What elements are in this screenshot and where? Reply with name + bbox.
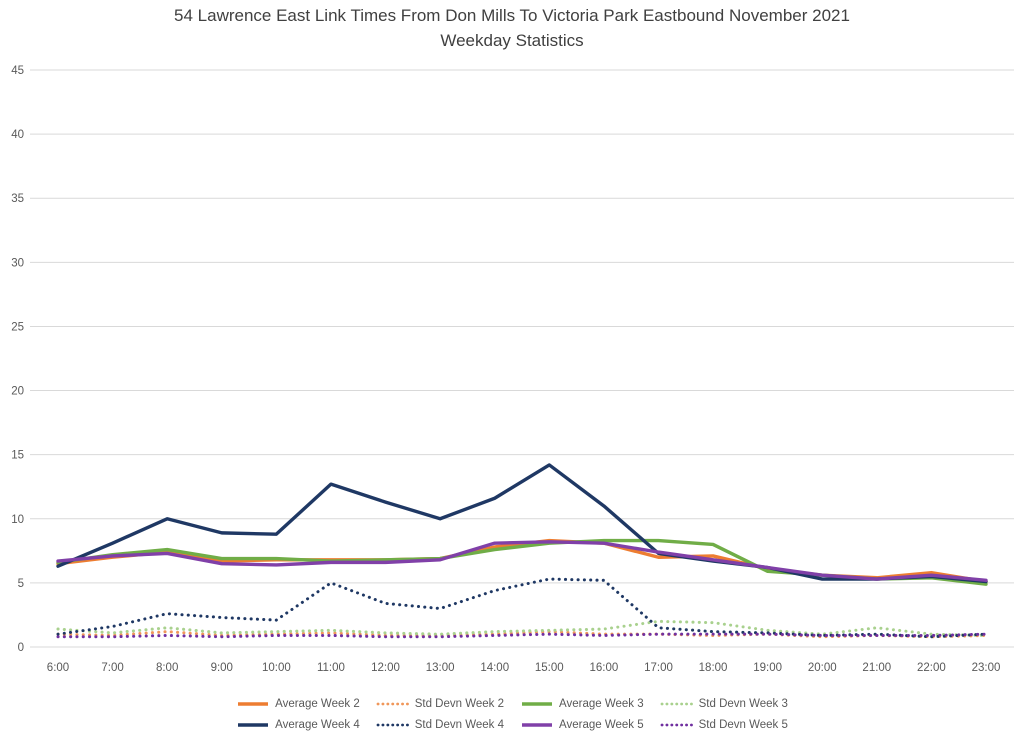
- legend-item-average-week-5: Average Week 5: [520, 719, 644, 731]
- legend-label: Average Week 2: [275, 698, 360, 710]
- legend-swatch-solid-line-icon: [238, 702, 269, 706]
- chart-legend: Average Week 2 Std Devn Week 2 Average Wee…: [0, 698, 1024, 731]
- series-line-average-week-5: [56, 540, 988, 583]
- chart-title-line1: 54 Lawrence East Link Times From Don Mil…: [174, 6, 850, 25]
- series-line-std-devn-week-5: [56, 632, 988, 639]
- x-axis-tick-label: 18:00: [699, 662, 728, 674]
- legend-item-std-devn-week-2: Std Devn Week 2: [376, 698, 504, 710]
- legend-label: Average Week 5: [559, 719, 644, 731]
- y-axis-tick-label: 10: [11, 514, 24, 526]
- legend-item-average-week-2: Average Week 2: [236, 698, 360, 710]
- legend-swatch-dotted-line-icon: [660, 723, 694, 727]
- y-axis-tick-label: 35: [11, 193, 24, 205]
- legend-swatch-dotted-line-icon: [376, 723, 410, 727]
- chart-title: 54 Lawrence East Link Times From Don Mil…: [0, 3, 1024, 53]
- y-axis-tick-label: 0: [18, 642, 24, 654]
- legend-label: Average Week 4: [275, 719, 360, 731]
- x-axis-tick-label: 15:00: [535, 662, 564, 674]
- x-axis-tick-label: 16:00: [589, 662, 618, 674]
- legend-swatch-solid-line-icon: [238, 723, 269, 727]
- series-line-std-devn-week-3: [56, 619, 988, 637]
- y-axis-tick-label: 20: [11, 386, 24, 398]
- x-axis-tick-label: 22:00: [917, 662, 946, 674]
- legend-row-1: Average Week 2 Std Devn Week 2 Average Wee…: [236, 698, 788, 710]
- legend-row-2: Average Week 4 Std Devn Week 4 Average Wee…: [236, 719, 788, 731]
- legend-swatch-solid-line-icon: [522, 723, 552, 727]
- x-axis-tick-label: 17:00: [644, 662, 673, 674]
- legend-item-std-devn-week-5: Std Devn Week 5: [660, 719, 788, 731]
- legend-swatch-dotted-line-icon: [660, 702, 694, 706]
- y-axis-tick-label: 15: [11, 450, 24, 462]
- legend-swatch-dotted-line-icon: [376, 702, 410, 706]
- x-axis-tick-label: 6:00: [47, 662, 69, 674]
- x-axis-tick-label: 8:00: [156, 662, 178, 674]
- x-axis-tick-label: 21:00: [862, 662, 891, 674]
- legend-item-std-devn-week-4: Std Devn Week 4: [376, 719, 504, 731]
- legend-swatch-solid-line-icon: [522, 702, 552, 706]
- legend-label: Std Devn Week 3: [698, 698, 788, 710]
- y-axis-tick-label: 45: [11, 65, 24, 77]
- x-axis-tick-label: 20:00: [808, 662, 837, 674]
- y-axis-tick-label: 30: [11, 257, 24, 269]
- legend-label: Std Devn Week 2: [414, 698, 504, 710]
- legend-item-average-week-4: Average Week 4: [236, 719, 360, 731]
- y-axis-tick-label: 40: [11, 129, 24, 141]
- x-axis-tick-label: 9:00: [211, 662, 233, 674]
- x-axis-tick-label: 14:00: [480, 662, 509, 674]
- x-axis-tick-label: 13:00: [426, 662, 455, 674]
- x-axis-tick-label: 7:00: [101, 662, 123, 674]
- series-line-average-week-4: [56, 463, 988, 584]
- x-axis-tick-label: 12:00: [371, 662, 400, 674]
- y-axis-tick-label: 5: [18, 578, 24, 590]
- series-line-std-devn-week-4: [56, 577, 988, 639]
- x-axis-tick-label: 10:00: [262, 662, 291, 674]
- legend-label: Std Devn Week 5: [698, 719, 788, 731]
- legend-label: Average Week 3: [559, 698, 644, 710]
- legend-item-std-devn-week-3: Std Devn Week 3: [660, 698, 788, 710]
- x-axis-tick-label: 19:00: [753, 662, 782, 674]
- legend-item-average-week-3: Average Week 3: [520, 698, 644, 710]
- y-axis-tick-label: 25: [11, 321, 24, 333]
- legend-label: Std Devn Week 4: [414, 719, 504, 731]
- chart-title-line2: Weekday Statistics: [440, 31, 584, 50]
- x-axis-tick-label: 23:00: [972, 662, 1001, 674]
- x-axis-tick-label: 11:00: [317, 662, 345, 674]
